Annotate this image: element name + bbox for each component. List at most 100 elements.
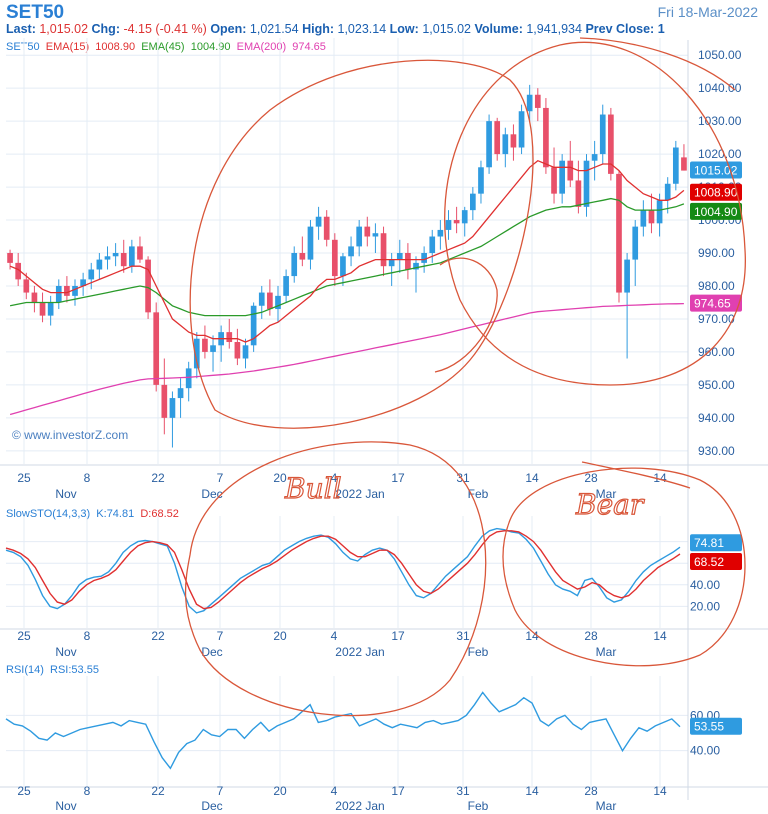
x-tick-label: 20	[273, 471, 287, 485]
candle-body	[583, 160, 590, 207]
x-month-label: Mar	[596, 487, 617, 501]
candle-body	[331, 239, 338, 277]
candle-body	[681, 157, 687, 171]
candle-body	[364, 226, 371, 237]
ema200-badge: 974.65	[694, 297, 731, 311]
x-tick-label: 17	[391, 629, 405, 643]
candle-body	[104, 256, 111, 260]
candle-body	[575, 180, 582, 207]
x-tick-label: 14	[525, 629, 539, 643]
bull-hook	[434, 257, 498, 373]
sto-k-badge: 74.81	[694, 536, 724, 550]
rsi-badge: 53.55	[694, 720, 724, 734]
candle-body	[616, 173, 622, 293]
candle-body	[64, 285, 70, 296]
bear-annotation: Bear	[575, 488, 645, 521]
candle-body	[283, 276, 289, 296]
legend-ema45: EMA(45)	[141, 41, 185, 53]
candle-body	[672, 147, 679, 184]
open-label: Open:	[210, 22, 247, 36]
y-tick-label: 40.00	[690, 578, 720, 592]
x-month-label: Feb	[468, 645, 489, 659]
candle-body	[193, 338, 200, 369]
candle-body	[388, 259, 395, 267]
candle-body	[599, 114, 606, 155]
candle-body	[299, 253, 306, 260]
candle-body	[437, 229, 444, 237]
candle-body	[112, 253, 119, 257]
volume-value: 1,941,934	[526, 22, 582, 36]
x-tick-label: 4	[331, 629, 338, 643]
ema200-line	[9, 302, 684, 416]
chg-label: Chg:	[91, 22, 120, 36]
candle-body	[429, 236, 436, 253]
candle-body	[559, 160, 565, 194]
candle-body	[494, 121, 501, 155]
legend-symbol: SET50	[6, 41, 40, 53]
candle-body	[624, 259, 630, 293]
candle-body	[534, 94, 541, 108]
x-month-label: 2022 Jan	[335, 799, 384, 813]
x-tick-label: 17	[391, 784, 405, 798]
candle-body	[445, 220, 452, 230]
x-tick-label: 4	[331, 471, 338, 485]
candle-body	[177, 388, 184, 399]
candle-body	[421, 253, 427, 263]
candle-body	[380, 233, 387, 267]
x-tick-label: 8	[84, 784, 91, 798]
ema45-line	[9, 197, 685, 317]
candle-body	[323, 216, 330, 240]
candle-body	[234, 342, 241, 359]
candle-body	[591, 154, 598, 161]
x-month-label: Nov	[55, 645, 76, 659]
legend-rsi-value: RSI:53.55	[50, 664, 99, 676]
y-tick-label: 940.00	[698, 411, 735, 425]
last-label: Last:	[6, 22, 36, 36]
y-tick-label: 20.00	[690, 599, 720, 613]
candle-body	[242, 345, 249, 359]
x-tick-label: 17	[391, 471, 405, 485]
x-tick-label: 22	[151, 784, 165, 798]
bear-arc-top	[579, 37, 736, 91]
low-label: Low:	[389, 22, 419, 36]
x-tick-label: 31	[456, 784, 470, 798]
last-price-badge: 1015.02	[694, 164, 738, 178]
candle-body	[169, 398, 176, 418]
y-tick-label: 980.00	[698, 279, 735, 293]
x-tick-label: 14	[653, 629, 667, 643]
candle-body	[291, 253, 298, 277]
legend-ema200: EMA(200)	[236, 41, 287, 53]
bull-annotation: Bull	[284, 472, 342, 505]
x-tick-label: 31	[456, 629, 470, 643]
candle-body	[129, 246, 135, 267]
volume-label: Volume:	[474, 22, 523, 36]
candle-body	[461, 210, 468, 224]
y-tick-label: 970.00	[698, 312, 735, 326]
legend-ema200-value: 974.65	[292, 41, 326, 53]
candle-body	[80, 279, 86, 286]
watermark: © www.investorZ.com	[12, 428, 128, 442]
legend-sto-k: K:74.81	[96, 508, 135, 520]
high-value: 1,023.14	[337, 22, 387, 36]
ema45-badge: 1004.90	[694, 205, 738, 219]
y-tick-label: 1020.00	[698, 147, 742, 161]
candle-body	[39, 302, 46, 316]
candle-body	[543, 107, 549, 168]
candle-body	[486, 121, 492, 168]
x-tick-label: 25	[17, 471, 31, 485]
sto-d-badge-bg	[690, 552, 742, 570]
candle-body	[202, 338, 208, 352]
low-value: 1,015.02	[422, 22, 471, 36]
last-value: 1,015.02	[39, 22, 89, 36]
sto-k-badge-bg	[690, 534, 742, 552]
x-month-label: 2022 Jan	[335, 645, 384, 659]
candle-body	[185, 368, 192, 389]
bear-ellipse-price	[444, 41, 746, 386]
x-tick-label: 31	[456, 471, 470, 485]
candle-body	[153, 312, 160, 385]
x-tick-label: 28	[584, 471, 598, 485]
bull-ellipse-sto	[184, 441, 487, 717]
rsi-legend: RSI(14) RSI:53.55	[6, 664, 99, 676]
x-tick-label: 28	[584, 784, 598, 798]
candle-body	[396, 253, 403, 260]
